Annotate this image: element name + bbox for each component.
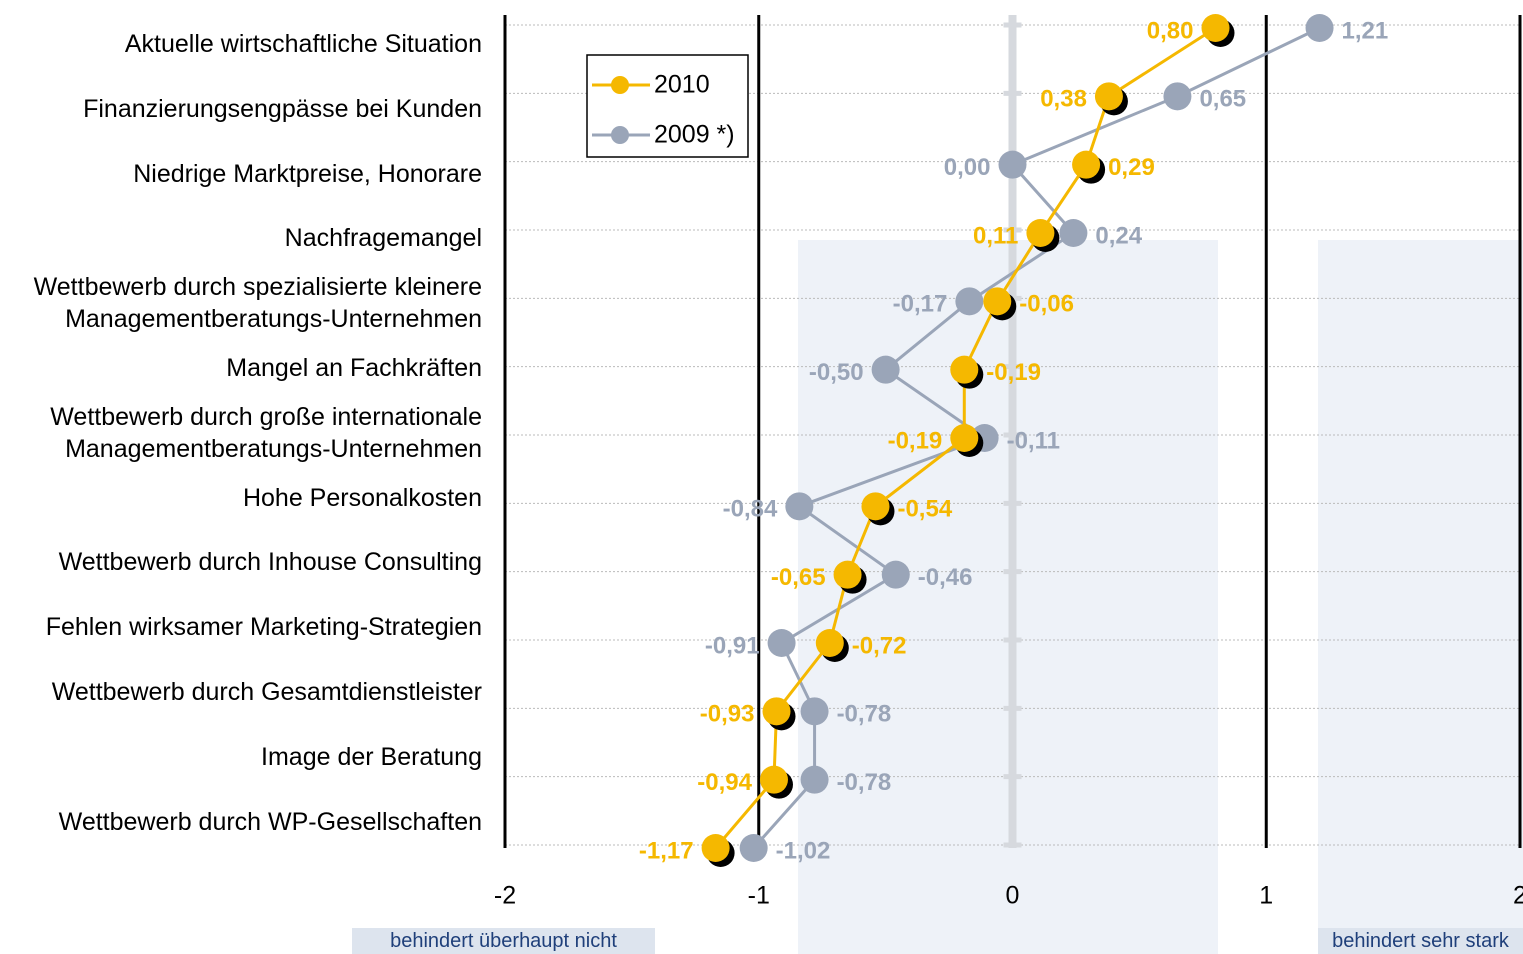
annotation: behindert überhaupt nicht [352,928,655,954]
annotation: behindert sehr stark [1318,928,1523,954]
y-tick-label: Wettbewerb durch Gesamtdienstleister [51,678,482,706]
legend-label: 2010 [654,71,710,99]
marker [983,287,1012,316]
data-label: -0,50 [809,359,864,386]
marker [950,424,979,452]
watermark [1318,240,1523,954]
data-label: -1,17 [639,837,694,864]
marker [881,560,910,589]
data-label: -1,02 [776,837,831,864]
legend-marker [611,126,629,144]
y-tick-label: Niedrige Marktpreise, Honorare [133,159,482,188]
x-tick-label: -1 [748,882,770,910]
y-tick-label: Nachfragemangel [284,224,482,253]
marker [1201,14,1230,42]
data-label: 1,21 [1342,17,1389,44]
data-label: -0,54 [897,496,952,523]
marker [1026,219,1055,247]
legend-label: 2009 *) [654,121,735,149]
data-label: 0,80 [1147,17,1194,44]
data-label: -0,19 [888,427,943,454]
marker [950,355,979,384]
legend-marker [611,76,629,94]
x-tick-label: 0 [1006,882,1020,910]
marker [767,629,796,657]
y-tick-label: Wettbewerb durch Inhouse Consulting [58,548,482,577]
watermark [798,240,1218,954]
marker [1163,82,1192,111]
marker [833,560,862,589]
data-label: 0,11 [973,222,1018,249]
marker [1305,14,1334,42]
data-label: -0,17 [893,291,948,318]
marker [815,629,844,657]
data-label: 0,00 [944,154,991,181]
marker [861,492,890,521]
data-label: -0,19 [986,359,1041,386]
y-tick-label: Finanzierungsengpässe bei Kunden [83,94,482,123]
legend: 2010 2009 *) [586,54,749,158]
marker [998,150,1027,179]
y-tick-label: Hohe Personalkosten [242,483,482,512]
marker [800,697,829,726]
y-tick-label: Wettbewerb durch große internationale Ma… [50,402,482,463]
marker [762,697,791,726]
marker [1072,150,1101,179]
data-label: -0,65 [771,564,826,591]
x-tick-label: -2 [494,882,516,910]
y-tick-label: Mangel an Fachkräften [226,354,482,382]
y-tick-label: Wettbewerb durch spezialisierte kleinere… [33,273,482,334]
y-tick-label: Fehlen wirksamer Marketing-Strategien [45,613,482,642]
marker [1094,82,1123,111]
marker [701,834,730,862]
data-label: -0,91 [705,632,760,659]
data-label: -0,94 [697,769,752,796]
data-label: -0,11 [1007,427,1060,454]
marker [739,834,768,862]
marker [759,765,788,794]
data-label: -0,72 [852,632,907,659]
marker [955,287,984,316]
data-label: 0,38 [1040,86,1087,113]
marker [785,492,814,521]
data-label: -0,93 [700,701,755,728]
data-label: 0,24 [1095,222,1142,249]
y-tick-label: Wettbewerb durch WP-Gesellschaften [58,807,482,836]
marker [871,355,900,384]
data-label: -0,46 [918,564,973,591]
marker [1059,219,1088,247]
y-tick-label: Image der Beratung [261,742,482,771]
data-label: -0,78 [837,701,892,728]
marker [800,765,829,794]
y-tick-label: Aktuelle wirtschaftliche Situation [124,30,482,58]
data-label: 0,29 [1108,154,1155,181]
data-label: -0,84 [723,496,778,523]
data-label: -0,78 [837,769,892,796]
data-label: -0,06 [1019,291,1074,318]
data-label: 0,65 [1199,86,1246,113]
x-tick-label: 1 [1259,882,1273,910]
x-tick-label: 2 [1513,882,1523,910]
